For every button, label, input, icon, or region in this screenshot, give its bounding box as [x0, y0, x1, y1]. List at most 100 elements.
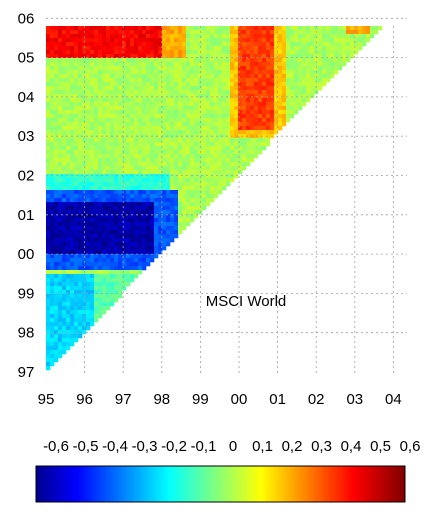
heatmap-cell: [170, 210, 175, 215]
heatmap-cell: [366, 30, 371, 35]
heatmap-cell: [118, 122, 123, 127]
heatmap-cell: [58, 94, 63, 99]
heatmap-cell: [190, 150, 195, 155]
heatmap-cell: [126, 70, 131, 75]
heatmap-cell: [294, 62, 299, 67]
heatmap-cell: [114, 114, 119, 119]
heatmap-cell: [158, 38, 163, 43]
y-tick-label: 06: [18, 10, 35, 27]
heatmap-cell: [90, 114, 95, 119]
heatmap-cell: [266, 138, 271, 143]
heatmap-cell: [134, 254, 139, 259]
heatmap-cell: [118, 266, 123, 271]
heatmap-cell: [138, 58, 143, 63]
heatmap-cell: [62, 26, 67, 31]
heatmap-cell: [254, 82, 259, 87]
heatmap-cell: [126, 30, 131, 35]
heatmap-cell: [270, 66, 275, 71]
heatmap-cell: [66, 314, 71, 319]
heatmap-cell: [166, 82, 171, 87]
heatmap-cell: [58, 70, 63, 75]
heatmap-cell: [182, 150, 187, 155]
heatmap-cell: [282, 70, 287, 75]
heatmap-cell: [142, 126, 147, 131]
heatmap-cell: [70, 106, 75, 111]
heatmap-cell: [206, 66, 211, 71]
heatmap-cell: [182, 202, 187, 207]
heatmap-cell: [114, 90, 119, 95]
heatmap-cell: [54, 310, 59, 315]
heatmap-cell: [190, 70, 195, 75]
heatmap-cell: [154, 90, 159, 95]
heatmap-cell: [110, 162, 115, 167]
heatmap-cell: [190, 98, 195, 103]
heatmap-cell: [266, 70, 271, 75]
heatmap-cell: [370, 30, 375, 35]
heatmap-cell: [70, 226, 75, 231]
heatmap-cell: [122, 54, 127, 59]
heatmap-cell: [238, 98, 243, 103]
heatmap-cell: [50, 170, 55, 175]
heatmap-cell: [182, 122, 187, 127]
heatmap-cell: [330, 62, 335, 67]
heatmap-cell: [110, 166, 115, 171]
heatmap-cell: [302, 94, 307, 99]
heatmap-cell: [98, 46, 103, 51]
heatmap-cell: [342, 30, 347, 35]
heatmap-cell: [186, 194, 191, 199]
heatmap-cell: [178, 170, 183, 175]
heatmap-cell: [94, 146, 99, 151]
heatmap-cell: [90, 246, 95, 251]
heatmap-cell: [214, 118, 219, 123]
heatmap-cell: [238, 158, 243, 163]
heatmap-cell: [78, 322, 83, 327]
heatmap-cell: [334, 26, 339, 31]
heatmap-cell: [122, 282, 127, 287]
heatmap-cell: [162, 110, 167, 115]
heatmap-cell: [138, 38, 143, 43]
heatmap-cell: [46, 242, 51, 247]
heatmap-cell: [138, 266, 143, 271]
heatmap-cell: [174, 178, 179, 183]
heatmap-cell: [70, 42, 75, 47]
heatmap-cell: [210, 158, 215, 163]
heatmap-cell: [294, 106, 299, 111]
heatmap-cell: [138, 66, 143, 71]
heatmap-cell: [182, 86, 187, 91]
heatmap-cell: [142, 142, 147, 147]
heatmap-cell: [98, 50, 103, 55]
heatmap-cell: [98, 70, 103, 75]
heatmap-cell: [266, 26, 271, 31]
heatmap-cell: [342, 58, 347, 63]
heatmap-cell: [94, 238, 99, 243]
heatmap-cell: [54, 326, 59, 331]
heatmap-cell: [46, 150, 51, 155]
heatmap-cell: [82, 302, 87, 307]
heatmap-cell: [90, 170, 95, 175]
heatmap-cell: [54, 350, 59, 355]
heatmap-cell: [46, 246, 51, 251]
heatmap-cell: [122, 266, 127, 271]
heatmap-cell: [154, 246, 159, 251]
heatmap-cell: [50, 150, 55, 155]
heatmap-cell: [98, 258, 103, 263]
heatmap-cell: [122, 210, 127, 215]
x-tick-label: 04: [385, 391, 402, 408]
heatmap-cell: [70, 266, 75, 271]
heatmap-cell: [74, 162, 79, 167]
heatmap-cell: [286, 98, 291, 103]
heatmap-cell: [162, 146, 167, 151]
heatmap-cell: [46, 226, 51, 231]
heatmap-cell: [70, 46, 75, 51]
heatmap-cell: [314, 78, 319, 83]
colorbar-tick-label: -0,6: [43, 438, 69, 455]
heatmap-cell: [290, 46, 295, 51]
heatmap-cell: [266, 34, 271, 39]
heatmap-cell: [146, 134, 151, 139]
heatmap-cell: [74, 258, 79, 263]
heatmap-cell: [178, 98, 183, 103]
heatmap-cell: [98, 238, 103, 243]
heatmap-cell: [230, 130, 235, 135]
heatmap-cell: [78, 266, 83, 271]
heatmap-cell: [322, 74, 327, 79]
